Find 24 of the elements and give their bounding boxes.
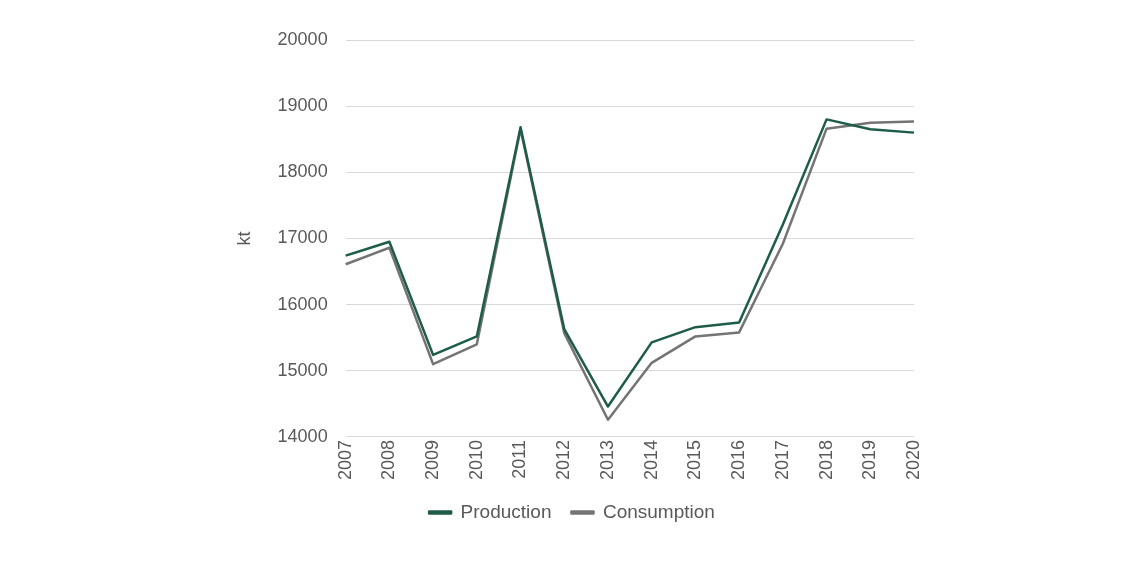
legend-label: Production <box>460 500 552 522</box>
x-tick-label: 2017 <box>771 439 792 480</box>
y-tick-label: 18000 <box>277 161 328 182</box>
y-tick-label: 17000 <box>277 227 328 248</box>
y-tick-label: 15000 <box>277 359 328 380</box>
x-tick-label: 2010 <box>465 439 486 480</box>
y-axis-title: kt <box>233 231 254 246</box>
x-tick-label: 2018 <box>815 439 836 480</box>
y-tick-label: 19000 <box>277 95 328 116</box>
x-tick-label: 2012 <box>553 439 574 480</box>
x-tick-label: 2007 <box>334 439 355 480</box>
x-tick-label: 2020 <box>902 439 923 480</box>
x-tick-label: 2011 <box>509 439 530 479</box>
y-tick-label: 16000 <box>277 293 328 314</box>
x-tick-label: 2008 <box>378 439 399 480</box>
x-tick-label: 2013 <box>596 439 617 480</box>
x-tick-label: 2009 <box>422 439 443 480</box>
y-tick-label: 20000 <box>277 28 328 49</box>
x-tick-label: 2015 <box>684 439 705 480</box>
y-tick-label: 14000 <box>277 425 328 446</box>
x-tick-label: 2019 <box>859 439 880 480</box>
x-tick-label: 2014 <box>640 439 661 480</box>
x-tick-label: 2016 <box>728 439 749 480</box>
legend-label: Consumption <box>602 500 715 522</box>
